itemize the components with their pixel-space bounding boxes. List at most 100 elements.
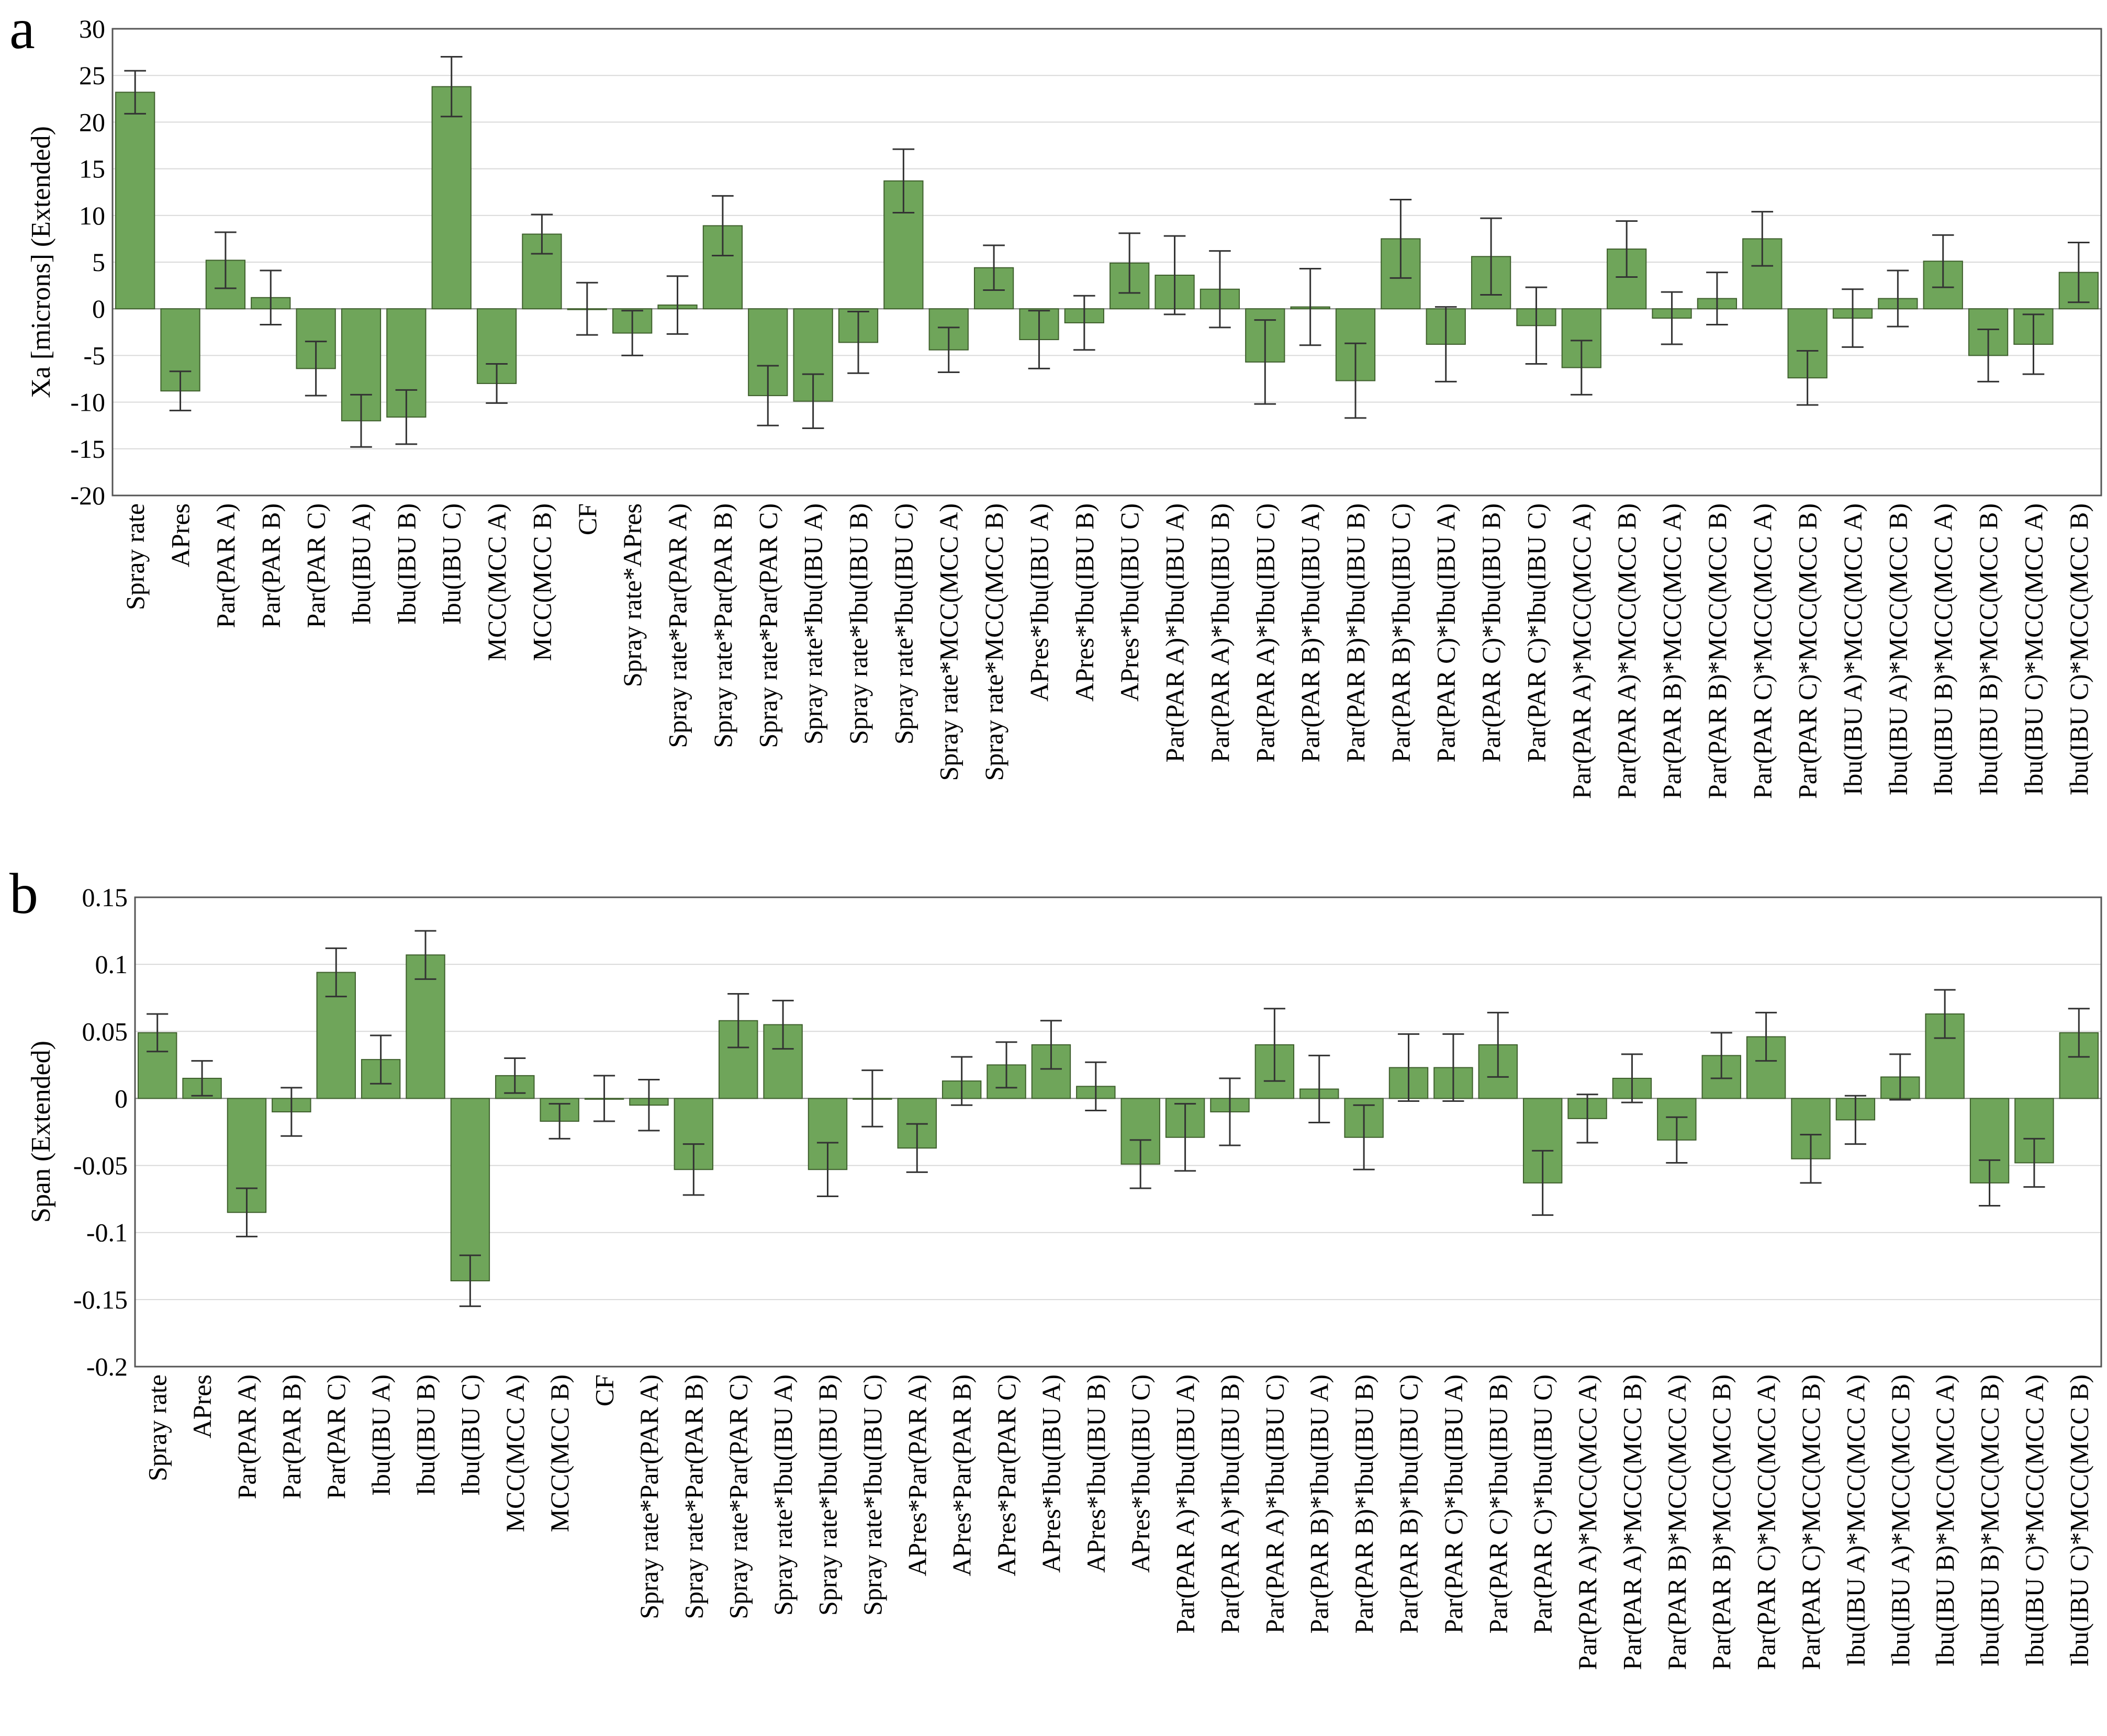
chart-b-category-label: APres*Ibu(IBU B) xyxy=(1081,1374,1111,1573)
chart-b-category-label: Ibu(IBU B)*MCC(MCC B) xyxy=(1975,1374,2004,1666)
chart-a-category-label: Par(PAR B) xyxy=(256,503,285,628)
chart-a-category-label: Spray rate*Par(PAR C) xyxy=(753,503,782,748)
chart-a-category-label: Spray rate*APres xyxy=(618,503,647,687)
chart-a-category-label: Ibu(IBU C)*MCC(MCC B) xyxy=(2064,503,2093,795)
chart-a-ytick-label: 5 xyxy=(92,247,105,277)
chart-b-ytick-label: 0 xyxy=(115,1084,128,1113)
chart-a-category-label: Ibu(IBU A) xyxy=(346,503,376,625)
chart-a-category-label: Par(PAR C)*MCC(MCC B) xyxy=(1793,503,1822,799)
chart-a-category-label: Spray rate*Par(PAR B) xyxy=(708,503,737,748)
chart-b-category-label: Par(PAR C)*Ibu(IBU A) xyxy=(1439,1374,1468,1633)
chart-a-category-label: Par(PAR C) xyxy=(301,503,331,628)
chart-a-category-label: Ibu(IBU B)*MCC(MCC A) xyxy=(1929,503,1958,795)
chart-b-category-label: Par(PAR B)*Ibu(IBU C) xyxy=(1394,1374,1424,1633)
chart-a-category-label: Par(PAR B)*MCC(MCC B) xyxy=(1702,503,1732,799)
chart-b-category-label: Par(PAR C)*Ibu(IBU B) xyxy=(1483,1374,1512,1633)
chart-a-category-label: Ibu(IBU A)*MCC(MCC B) xyxy=(1883,503,1912,795)
chart-a-frame xyxy=(111,28,2102,497)
chart-a-category-label: MCC(MCC B) xyxy=(527,503,556,661)
chart-b-category-label: Par(PAR B) xyxy=(277,1374,306,1499)
chart-a-category-label: Par(PAR B)*Ibu(IBU C) xyxy=(1386,503,1415,762)
chart-a-category-label: Par(PAR B)*Ibu(IBU B) xyxy=(1341,503,1370,762)
chart-b-category-label: APres*Ibu(IBU A) xyxy=(1036,1374,1066,1573)
chart-a-ytick-label: 20 xyxy=(79,107,105,137)
chart-a-category-label: Par(PAR C)*Ibu(IBU B) xyxy=(1476,503,1506,762)
chart-a-ytick-label: 30 xyxy=(79,14,105,43)
chart-a-bar xyxy=(431,86,472,310)
chart-a-category-label: Ibu(IBU B) xyxy=(391,503,421,625)
chart-b-category-label: Spray rate*Par(PAR C) xyxy=(724,1374,753,1619)
chart-a-category-label: Par(PAR A)*Ibu(IBU C) xyxy=(1250,503,1280,762)
chart-a-category-label: Par(PAR C)*MCC(MCC A) xyxy=(1747,503,1777,799)
chart-a-ytick-label: 10 xyxy=(79,201,105,230)
chart-a-ylabel: Xa [microns] (Extended) xyxy=(26,126,56,398)
chart-b-category-label: Par(PAR A)*Ibu(IBU A) xyxy=(1171,1374,1200,1633)
chart-a-category-label: Par(PAR C)*Ibu(IBU A) xyxy=(1431,503,1461,762)
chart-a: 30 25 20 15 10 5 0 -5 -10 -15 -20 Xa [microns] (Ext… xyxy=(26,14,2102,799)
chart-b-bar xyxy=(137,1032,177,1099)
chart-a-category-label: Spray rate*Ibu(IBU C) xyxy=(889,503,918,745)
chart-a-category-label: Par(PAR A)*Ibu(IBU A) xyxy=(1160,503,1190,762)
chart-b-category-label: Ibu(IBU C)*MCC(MCC B) xyxy=(2064,1374,2093,1666)
chart-b-category-label: APres*Ibu(IBU C) xyxy=(1126,1374,1155,1573)
panel-a-letter: a xyxy=(9,0,35,61)
chart-a-bar xyxy=(115,92,155,310)
chart-b-category-label: MCC(MCC B) xyxy=(545,1374,574,1532)
chart-a-category-label: Spray rate*MCC(MCC A) xyxy=(934,503,963,781)
chart-b-category-label: Spray rate*Ibu(IBU C) xyxy=(858,1374,887,1616)
chart-b-category-label: Par(PAR A)*Ibu(IBU B) xyxy=(1215,1374,1245,1633)
chart-b-ytick-label: 0.05 xyxy=(82,1017,128,1046)
chart-b-ytick-label: 0.15 xyxy=(82,883,128,912)
panel-b-letter: b xyxy=(9,862,38,926)
chart-b-ytick-label: -0.15 xyxy=(73,1285,128,1314)
chart-b-category-label: Par(PAR A) xyxy=(232,1374,261,1499)
chart-b-category-label: Par(PAR A)*MCC(MCC A) xyxy=(1573,1374,1602,1670)
chart-b-bar xyxy=(674,1098,714,1170)
chart-b-category-label: Par(PAR B)*MCC(MCC B) xyxy=(1707,1374,1736,1670)
chart-a-category-label: Spray rate*Ibu(IBU A) xyxy=(799,503,828,745)
chart-b-category-label: Spray rate*Ibu(IBU B) xyxy=(813,1374,842,1616)
chart-a-ytick-label: -15 xyxy=(70,434,105,464)
chart-b-category-label: APres xyxy=(187,1374,217,1438)
chart-a-ytick-label: 15 xyxy=(79,154,105,184)
chart-b-category-label: MCC(MCC A) xyxy=(500,1374,530,1532)
chart-b-category-label: APres*Par(PAR B) xyxy=(947,1374,977,1576)
chart-b-category-label: Ibu(IBU C) xyxy=(455,1374,485,1496)
chart-b-category-label: Par(PAR A)*Ibu(IBU C) xyxy=(1260,1374,1289,1633)
chart-a-ytick-label: -20 xyxy=(70,481,105,510)
chart-b-bar xyxy=(450,1098,490,1281)
chart-a-ytick-label: -5 xyxy=(83,341,105,370)
chart-a-category-label: APres*Ibu(IBU B) xyxy=(1070,503,1099,702)
chart-b-category-label: Ibu(IBU C)*MCC(MCC A) xyxy=(2020,1374,2049,1666)
chart-b-category-label: Ibu(IBU A)*MCC(MCC B) xyxy=(1886,1374,1915,1666)
chart-a-category-label: Par(PAR A)*MCC(MCC A) xyxy=(1567,503,1596,799)
chart-a-category-label: Spray rate xyxy=(120,503,150,610)
chart-b-category-label: Par(PAR C)*MCC(MCC B) xyxy=(1796,1374,1825,1670)
chart-a-category-label: APres*Ibu(IBU C) xyxy=(1115,503,1144,702)
chart-b-category-label: CF xyxy=(590,1374,619,1406)
chart-b-category-label: Par(PAR B)*Ibu(IBU B) xyxy=(1349,1374,1378,1633)
chart-a-category-label: CF xyxy=(573,503,602,535)
chart-a-category-label: Ibu(IBU C)*MCC(MCC A) xyxy=(2019,503,2048,795)
chart-b-category-label: Spray rate xyxy=(143,1374,172,1481)
chart-a-category-label: Par(PAR A)*Ibu(IBU B) xyxy=(1205,503,1235,762)
chart-b-ytick-label: 0.1 xyxy=(95,950,128,979)
chart-b-category-label: APres*Par(PAR C) xyxy=(992,1374,1021,1576)
chart-b-category-label: Par(PAR C)*Ibu(IBU C) xyxy=(1528,1374,1557,1633)
chart-b-category-label: APres*Par(PAR A) xyxy=(902,1374,932,1576)
chart-b-ytick-label: -0.2 xyxy=(86,1352,128,1381)
chart-a-category-label: Ibu(IBU C) xyxy=(437,503,466,625)
chart-b-category-label: Ibu(IBU B) xyxy=(411,1374,440,1496)
chart-a-category-label: Par(PAR B)*MCC(MCC A) xyxy=(1657,503,1687,799)
chart-a-category-label: Par(PAR B)*Ibu(IBU A) xyxy=(1296,503,1325,762)
chart-a-category-label: Ibu(IBU A)*MCC(MCC A) xyxy=(1838,503,1867,795)
chart-b-category-label: Spray rate*Par(PAR B) xyxy=(679,1374,708,1619)
chart-a-ytick-label: -10 xyxy=(70,388,105,417)
chart-b-category-label: Par(PAR B)*MCC(MCC A) xyxy=(1662,1374,1691,1670)
chart-b-category-label: Ibu(IBU A)*MCC(MCC A) xyxy=(1841,1374,1870,1666)
chart-b-category-label: Par(PAR C)*MCC(MCC A) xyxy=(1752,1374,1781,1670)
chart-b-frame xyxy=(134,896,2102,1368)
chart-a-category-label: Par(PAR A)*MCC(MCC B) xyxy=(1612,503,1641,799)
chart-b-category-label: Spray rate*Ibu(IBU A) xyxy=(768,1374,798,1616)
